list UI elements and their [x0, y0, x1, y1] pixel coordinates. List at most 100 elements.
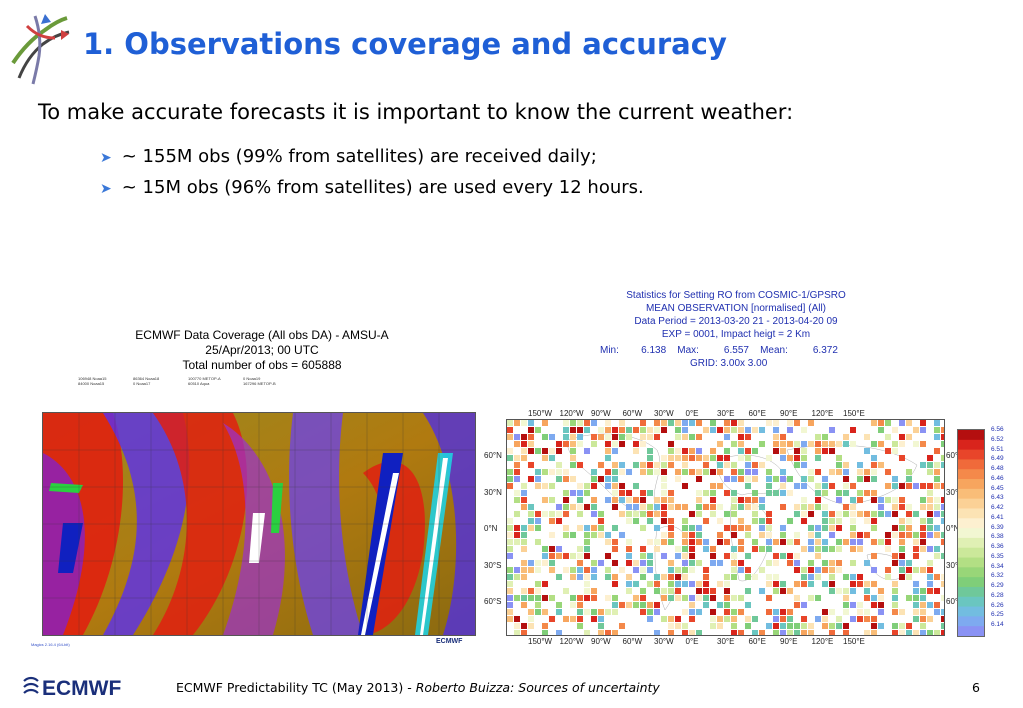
grid-cell — [612, 574, 618, 580]
grid-cell — [591, 497, 597, 503]
grid-cell — [871, 525, 877, 531]
grid-cell — [514, 525, 520, 531]
grid-cell — [801, 567, 807, 573]
grid-cell — [584, 546, 590, 552]
grid-cell — [528, 504, 534, 510]
grid-cell — [731, 441, 737, 447]
colorbar-label: 6.48 — [991, 465, 1004, 472]
grid-cell — [899, 441, 905, 447]
grid-cell — [710, 546, 716, 552]
grid-cell — [584, 574, 590, 580]
grid-cell — [878, 588, 884, 594]
grid-cell — [703, 469, 709, 475]
grid-cell — [682, 539, 688, 545]
grid-cell — [514, 455, 520, 461]
grid-cell — [675, 553, 681, 559]
grid-cell — [668, 588, 674, 594]
grid-cell — [843, 490, 849, 496]
legend-entry: 0 Noaa19 — [243, 376, 261, 381]
grid-cell — [864, 532, 870, 538]
grid-cell — [892, 553, 898, 559]
grid-cell — [689, 595, 695, 601]
grid-cell — [780, 434, 786, 440]
grid-cell — [766, 525, 772, 531]
colorbar-label: 6.28 — [991, 591, 1004, 599]
grid-cell — [850, 518, 856, 524]
grid-cell — [780, 623, 786, 629]
grid-cell — [549, 616, 555, 622]
grid-cell — [724, 420, 730, 426]
grid-cell — [563, 434, 569, 440]
grid-cell — [920, 623, 926, 629]
grid-cell — [745, 574, 751, 580]
grid-cell — [871, 553, 877, 559]
grid-cell — [528, 560, 534, 566]
grid-cell — [633, 518, 639, 524]
grid-cell — [563, 420, 569, 426]
grid-cell — [913, 546, 919, 552]
grid-cell — [619, 497, 625, 503]
grid-cell — [808, 525, 814, 531]
grid-cell — [535, 518, 541, 524]
grid-cell — [612, 630, 618, 635]
grid-cell — [899, 518, 905, 524]
bullet-item: ➤ ~ 15M obs (96% from satellites) are use… — [100, 173, 644, 204]
grid-cell — [675, 581, 681, 587]
grid-cell — [612, 546, 618, 552]
grid-cell — [591, 420, 597, 426]
grid-cell — [794, 448, 800, 454]
grid-cell — [906, 623, 912, 629]
grid-cell — [507, 574, 513, 580]
grid-cell — [556, 476, 562, 482]
grid-cell — [612, 539, 618, 545]
grid-cell — [920, 539, 926, 545]
grid-cell — [857, 574, 863, 580]
arrow-bullet-icon: ➤ — [100, 150, 112, 166]
bullet-text: ~ 15M obs (96% from satellites) are used… — [121, 177, 644, 198]
grid-cell — [696, 511, 702, 517]
grid-cell — [752, 469, 758, 475]
grid-cell — [857, 497, 863, 503]
grid-cell — [570, 595, 576, 601]
grid-cell — [927, 616, 933, 622]
grid-cell — [689, 630, 695, 635]
grid-cell — [507, 588, 513, 594]
grid-cell — [878, 427, 884, 433]
grid-cell — [528, 588, 534, 594]
grid-cell — [710, 483, 716, 489]
grid-cell — [689, 553, 695, 559]
grid-cell — [605, 553, 611, 559]
grid-cell — [626, 546, 632, 552]
grid-cell — [934, 469, 940, 475]
grid-cell — [654, 574, 660, 580]
grid-cell — [857, 476, 863, 482]
grid-cell — [934, 427, 940, 433]
grid-cell — [654, 602, 660, 608]
grid-cell — [703, 504, 709, 510]
grid-cell — [703, 539, 709, 545]
grid-cell — [717, 623, 723, 629]
grid-cell — [626, 511, 632, 517]
grid-cell — [654, 581, 660, 587]
grid-cell — [766, 455, 772, 461]
grid-cell — [577, 483, 583, 489]
grid-cell — [787, 630, 793, 635]
grid-cell — [794, 602, 800, 608]
grid-cell — [528, 441, 534, 447]
right-map-header-line: Data Period = 2013-03-20 21 - 2013-04-20… — [634, 316, 838, 327]
grid-cell — [794, 420, 800, 426]
grid-cell — [577, 616, 583, 622]
grid-cell — [934, 497, 940, 503]
grid-cell — [661, 532, 667, 538]
grid-cell — [584, 525, 590, 531]
grid-cell — [521, 574, 527, 580]
grid-cell — [927, 483, 933, 489]
grid-cell — [850, 532, 856, 538]
grid-cell — [563, 441, 569, 447]
grid-cell — [514, 623, 520, 629]
grid-cell — [507, 483, 513, 489]
grid-cell — [626, 469, 632, 475]
grid-cell — [675, 567, 681, 573]
grid-cell — [633, 602, 639, 608]
grid-cell — [654, 504, 660, 510]
